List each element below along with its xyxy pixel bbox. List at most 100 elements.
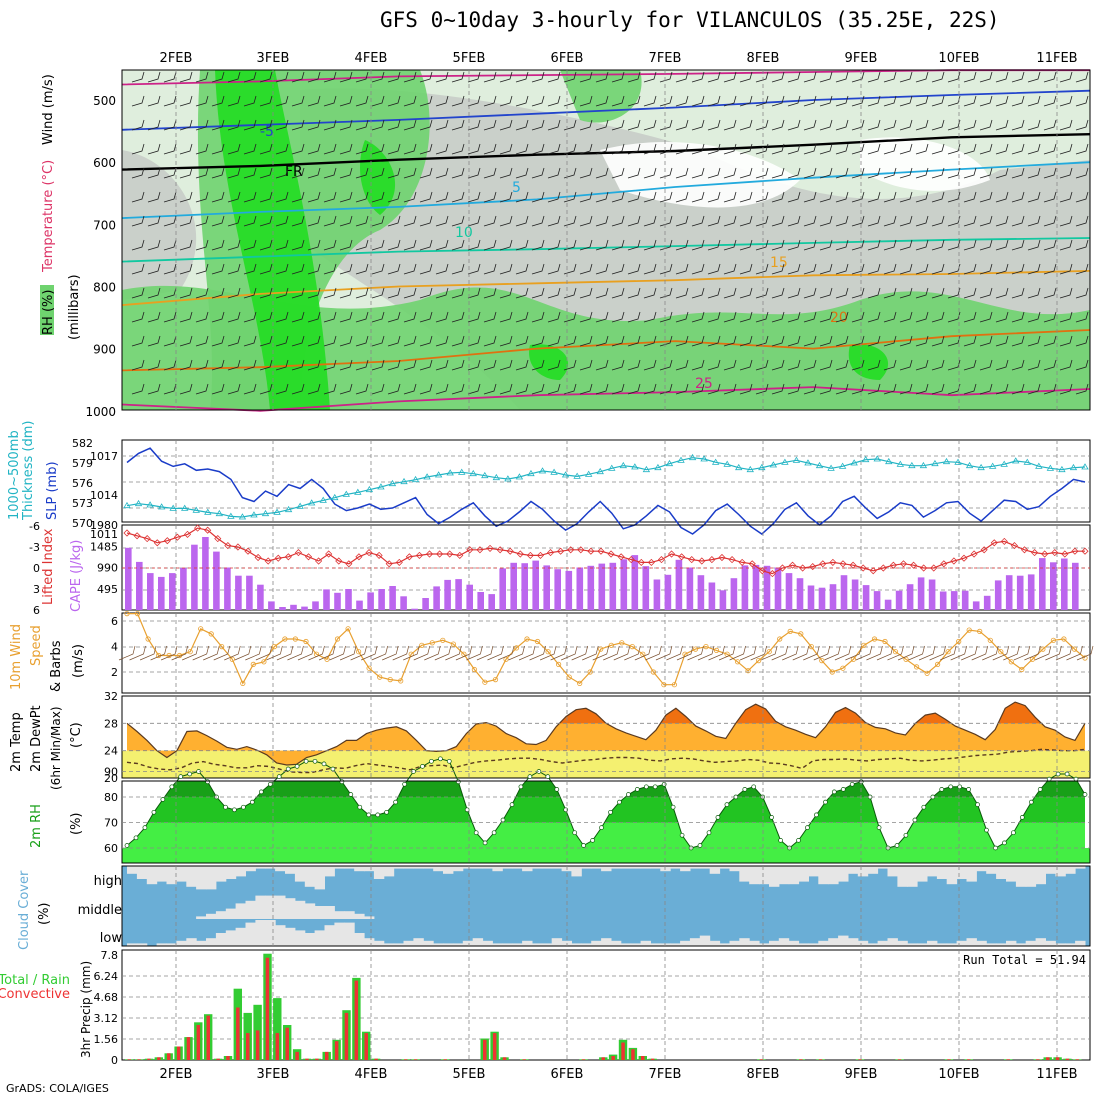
wind-barb (307, 287, 321, 299)
wind-barb (451, 287, 465, 299)
thickness-point (1069, 463, 1078, 471)
wind-barb (1011, 215, 1025, 227)
wind-barb (611, 311, 625, 323)
wind-barb (147, 287, 161, 299)
cloud-cell-high (571, 866, 582, 877)
rh-legend-swatch (40, 285, 54, 335)
wind-barb (851, 95, 865, 107)
wind-barb (595, 359, 609, 371)
cape-bar (972, 601, 980, 610)
wind-barb (131, 167, 145, 179)
wind-barb (1027, 239, 1041, 251)
wind-barb (371, 143, 385, 155)
wind-barb (291, 95, 305, 107)
cape-bar (334, 592, 341, 610)
wind-barb (643, 335, 657, 347)
wind-barb (403, 119, 417, 131)
wind-barb (308, 645, 325, 661)
wind-barb (227, 263, 241, 275)
cloud-cell-high (285, 866, 296, 874)
rh-point (1019, 815, 1025, 820)
rh-point (393, 799, 398, 805)
cloud-cell-low (1065, 943, 1076, 946)
wind-speed-point (471, 666, 477, 673)
wind-barb (182, 645, 199, 661)
lifted-index-line (126, 527, 1085, 575)
wind-barb (819, 215, 833, 227)
thickness-point (561, 471, 570, 478)
wind-speed-point (1008, 659, 1014, 665)
wind-barb (739, 167, 753, 179)
wind-barb (659, 191, 673, 203)
wind-barb (147, 383, 161, 395)
wind-barb (771, 359, 785, 371)
wind-barb (915, 335, 929, 347)
date-label-top: 9FEB (845, 51, 878, 66)
wind-barb (435, 119, 449, 131)
thickness-point (596, 467, 604, 475)
wind-barb (419, 335, 433, 347)
rh-point (966, 787, 971, 792)
cloud-cell-low (640, 940, 651, 946)
wind-barb (655, 645, 673, 661)
lifted-index-point (446, 550, 454, 558)
wind-barb (627, 143, 641, 155)
cloud-cell-low (848, 938, 859, 946)
lifted-index-point (889, 561, 897, 569)
precip-convective-bar (947, 1059, 951, 1060)
wind-barb (419, 359, 433, 371)
rh-point (823, 799, 828, 805)
footer-credit: GrADS: COLA/IGES (6, 1082, 109, 1095)
wind-speed-point (892, 649, 899, 655)
wind-barb (803, 335, 817, 347)
thickness-point (1035, 462, 1043, 469)
rh-point (1064, 771, 1070, 777)
cloud-cell-low (255, 920, 266, 946)
wind-barb (213, 645, 231, 661)
lifted-index-tick: -3 (29, 541, 40, 554)
wind-barb (579, 335, 593, 347)
wind-barb (579, 287, 593, 299)
cloud-cell-low (680, 940, 691, 946)
thickness-point (458, 468, 466, 475)
cape-bar (202, 537, 209, 610)
thickness-point (631, 463, 639, 470)
wind-speed-point (819, 657, 825, 664)
precip-convective-bar (404, 1059, 408, 1060)
cloud-cell-high (640, 866, 651, 869)
wind-barb (195, 359, 209, 371)
wind-barb (979, 311, 993, 323)
wind-barb (371, 311, 385, 323)
wind-barb (675, 95, 689, 107)
thickness-tick: 579 (72, 457, 93, 470)
wind-barb (899, 383, 913, 395)
wind-barb (931, 287, 945, 299)
wind-barb (355, 359, 369, 371)
wind-speed-point (1050, 637, 1057, 643)
wind-barb (851, 215, 865, 227)
precip-convective-bar (443, 1059, 447, 1060)
wind-barb (387, 215, 401, 227)
rh-point (697, 843, 703, 848)
wind-barb (227, 95, 241, 107)
wind-barb (515, 335, 529, 347)
wind-barb (419, 191, 433, 203)
thickness-point (296, 502, 304, 509)
wind-barb (995, 71, 1009, 83)
wind-speed-point (303, 638, 309, 645)
rh-point (294, 764, 300, 769)
wind-barb (499, 263, 513, 275)
cloud-cell-high (887, 866, 898, 877)
thickness-point (1058, 465, 1066, 473)
wind-barb (323, 383, 337, 395)
wind-barb (931, 239, 945, 251)
wind-barb (467, 167, 481, 179)
wind-barb (499, 239, 513, 251)
cloud-cell-low (383, 943, 395, 946)
wind-barb (627, 359, 641, 371)
lifted-index-point (678, 553, 686, 561)
wind-barb (659, 359, 673, 371)
wind-barb (531, 311, 545, 323)
wind-speed-point (450, 641, 456, 647)
wind-barb (691, 215, 705, 227)
